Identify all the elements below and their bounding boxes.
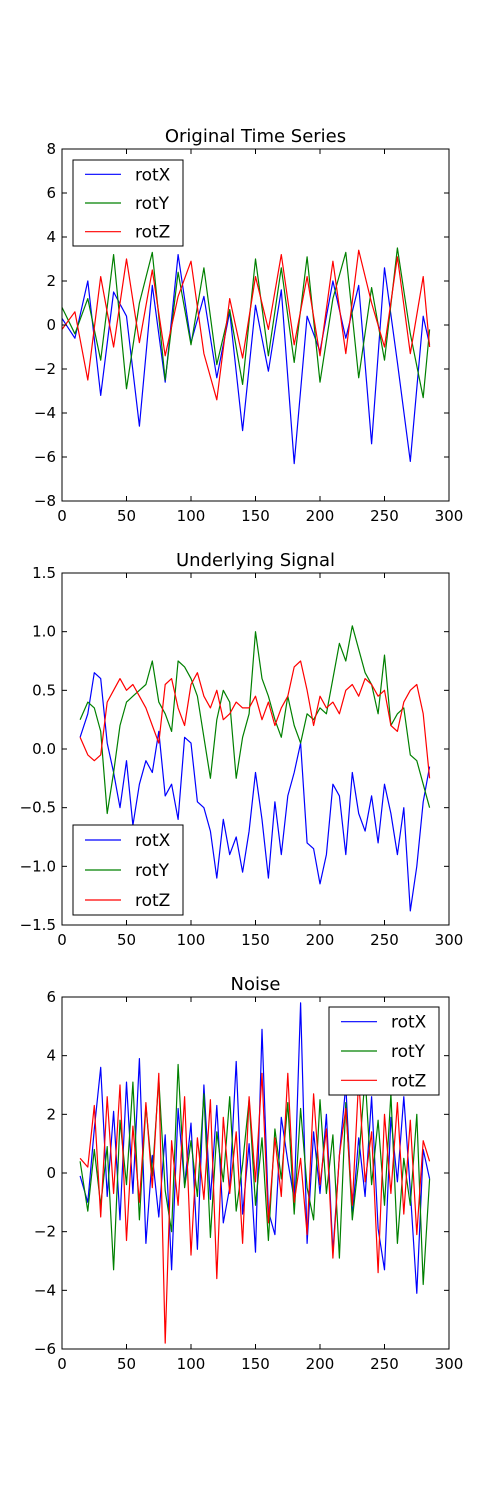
legend: rotX rotY rotZ (72, 824, 184, 916)
x-tick-label: 0 (57, 507, 67, 525)
x-tick-label: 0 (57, 1355, 67, 1373)
legend-label-rotY: rotY (135, 194, 170, 214)
chart-1: 0 50 100 150 200 250 300 −8 −6 −4 −2 0 2 4 6 8 Original … (34, 126, 463, 525)
y-tick-label: 8 (46, 140, 56, 158)
x-tick-label: 100 (177, 1355, 206, 1373)
chart-2: 0 50 100 150 200 250 300 −1.5 −1.0 −0.5 0.0 0.5 1.0 1… (20, 550, 464, 949)
x-tick-label: 250 (370, 507, 399, 525)
y-tick-label: 0.5 (32, 681, 56, 699)
y-tick-label: 2 (46, 272, 56, 290)
y-tick-label: 4 (46, 1047, 56, 1065)
legend-label-rotY: rotY (135, 861, 170, 881)
x-tick-label: 50 (117, 1355, 136, 1373)
x-tick-label: 300 (435, 931, 464, 949)
y-tick-label: 0 (46, 1164, 56, 1182)
chart-title: Original Time Series (165, 126, 346, 147)
y-tick-label: −4 (34, 1281, 56, 1299)
y-tick-label: 2 (46, 1105, 56, 1123)
series-lines (79, 1002, 431, 1344)
series-line-rotX (62, 254, 431, 465)
y-tick-label: 1.0 (32, 623, 56, 641)
y-tick-label: −2 (34, 1223, 56, 1241)
x-tick-label: 100 (177, 931, 206, 949)
legend-label-rotY: rotY (391, 1042, 426, 1062)
x-tick-label: 150 (241, 931, 270, 949)
x-tick-label: 250 (370, 931, 399, 949)
y-tick-label: −1.5 (20, 916, 56, 934)
x-tick-label: 200 (306, 507, 335, 525)
x-tick-label: 300 (435, 1355, 464, 1373)
y-tick-label: 6 (46, 988, 56, 1006)
y-tick-label: 4 (46, 228, 56, 246)
y-tick-label: −4 (34, 404, 56, 422)
legend-label-rotX: rotX (391, 1013, 427, 1033)
y-tick-label: −1.0 (20, 857, 56, 875)
series-line-rotY (62, 247, 431, 399)
legend-label-rotX: rotX (135, 831, 171, 851)
series-line-rotZ (79, 660, 431, 779)
y-tick-label: 0 (46, 316, 56, 334)
series-line-rotZ (79, 1072, 431, 1344)
chart-title: Underlying Signal (176, 550, 335, 571)
x-tick-label: 150 (241, 507, 270, 525)
legend: rotX rotY rotZ (72, 159, 184, 247)
legend-label-rotZ: rotZ (135, 223, 170, 243)
series-line-rotY (79, 1063, 431, 1286)
series-line-rotZ (62, 249, 431, 401)
y-tick-label: −6 (34, 448, 56, 466)
x-tick-label: 50 (117, 931, 136, 949)
x-tick-label: 50 (117, 507, 136, 525)
series-line-rotX (79, 1002, 431, 1294)
x-tick-label: 200 (306, 1355, 335, 1373)
x-tick-label: 100 (177, 507, 206, 525)
x-tick-label: 200 (306, 931, 335, 949)
series-line-rotX (79, 672, 431, 912)
y-tick-label: 1.5 (32, 564, 56, 582)
x-tick-label: 0 (57, 931, 67, 949)
y-tick-label: 0.0 (32, 740, 56, 758)
y-tick-label: −6 (34, 1340, 56, 1358)
legend-label-rotZ: rotZ (391, 1071, 426, 1091)
chart-3: 0 50 100 150 200 250 300−6−4−20246NoiserotXrot… (34, 974, 463, 1373)
legend-label-rotX: rotX (135, 165, 171, 185)
series-lines (79, 625, 431, 912)
x-tick-label: 300 (435, 507, 464, 525)
y-tick-label: 6 (46, 184, 56, 202)
x-tick-label: 150 (241, 1355, 270, 1373)
series-lines (62, 247, 431, 465)
y-tick-label: −0.5 (20, 799, 56, 817)
legend: rotX rotY rotZ (328, 1006, 440, 1096)
x-tick-label: 250 (370, 1355, 399, 1373)
chart-title: Noise (231, 974, 281, 995)
y-tick-label: −2 (34, 360, 56, 378)
y-tick-label: −8 (34, 492, 56, 510)
legend-label-rotZ: rotZ (135, 891, 170, 911)
